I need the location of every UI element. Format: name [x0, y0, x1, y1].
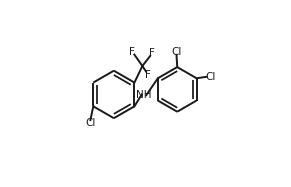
Text: F: F: [129, 47, 135, 57]
Text: NH: NH: [136, 90, 151, 100]
Text: Cl: Cl: [171, 47, 182, 57]
Text: Cl: Cl: [205, 72, 215, 82]
Text: Cl: Cl: [85, 118, 95, 128]
Text: F: F: [150, 48, 155, 58]
Text: F: F: [145, 70, 151, 80]
